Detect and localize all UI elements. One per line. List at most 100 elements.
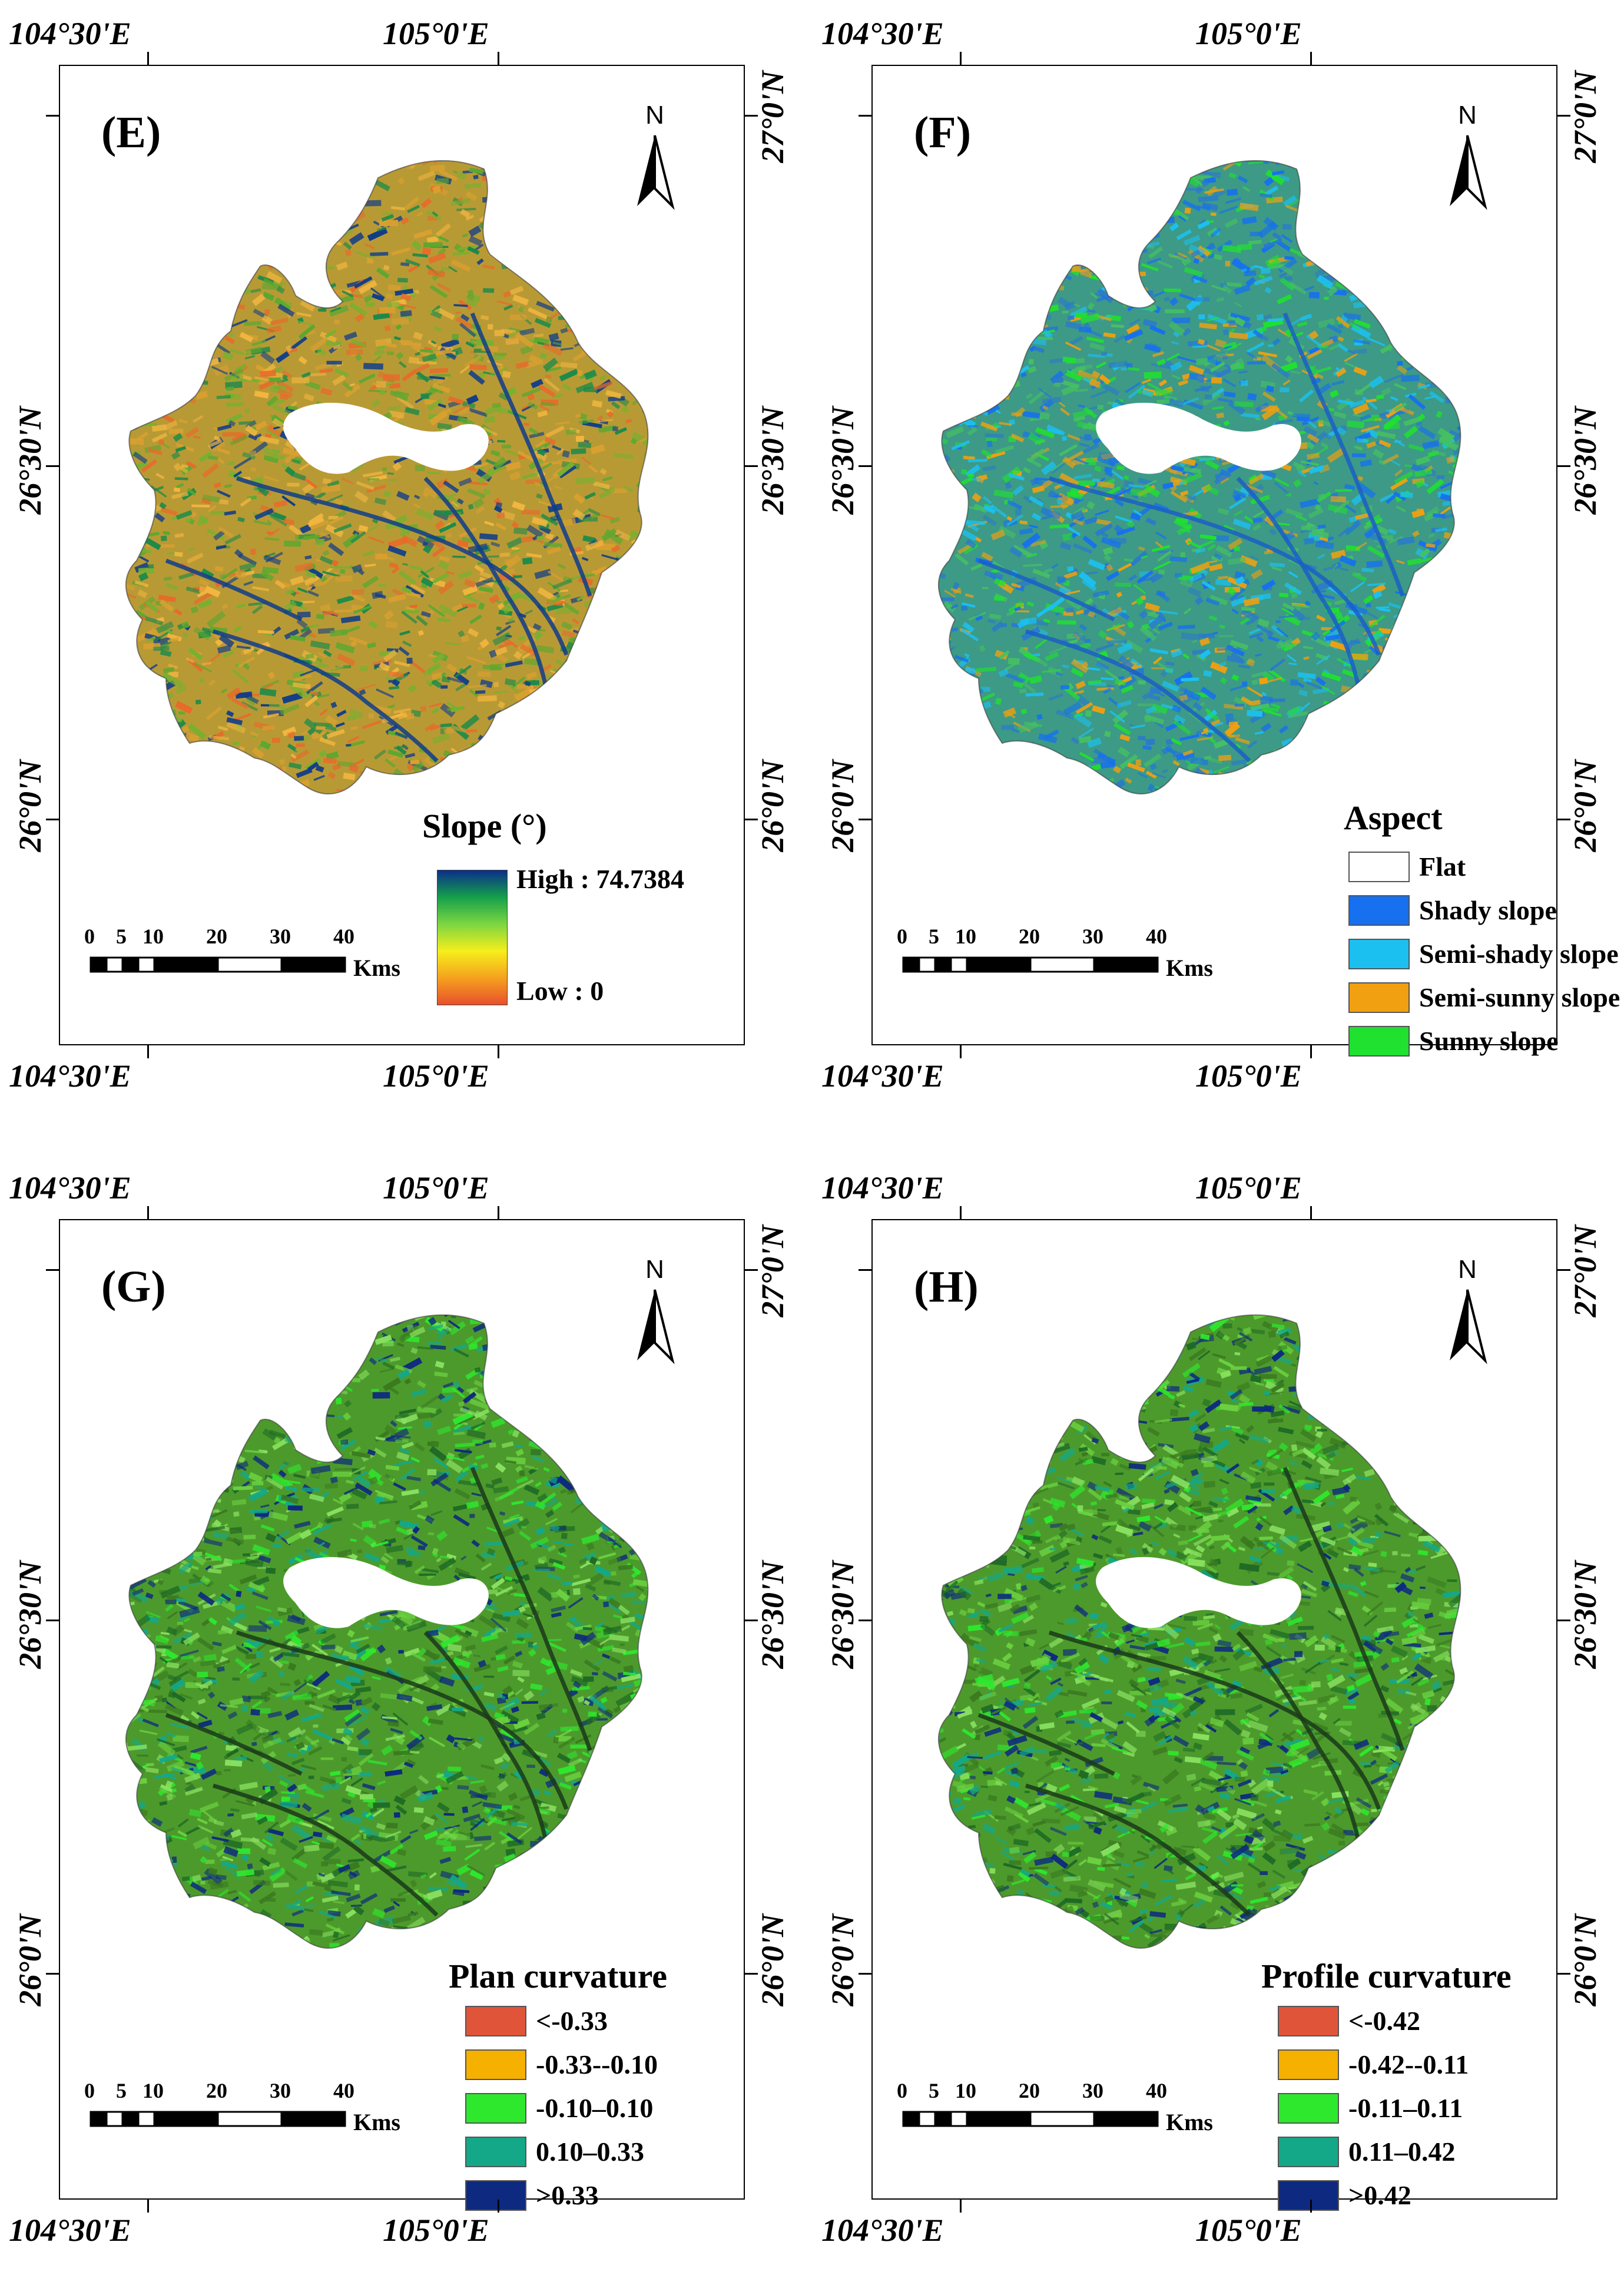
legend-label: >0.33 bbox=[536, 2182, 599, 2209]
frame-tick bbox=[147, 1206, 149, 1219]
frame-tick bbox=[745, 1973, 758, 1975]
legend-swatch bbox=[1278, 2137, 1339, 2167]
legend-item: >0.33 bbox=[465, 2178, 599, 2213]
frame-tick bbox=[745, 465, 758, 467]
lon-label-top-left: 104°30'E bbox=[821, 1172, 944, 1204]
legend-item: <-0.33 bbox=[465, 2003, 608, 2039]
frame-tick bbox=[745, 819, 758, 820]
legend-swatch bbox=[1278, 2180, 1339, 2211]
scale-bar-label: 40 bbox=[333, 2080, 354, 2101]
lon-label-top-right: 105°0'E bbox=[1195, 18, 1302, 49]
frame-tick bbox=[46, 1620, 59, 1621]
lon-label-bottom-right: 105°0'E bbox=[383, 2214, 489, 2246]
lat-label-left-bottom: 26°0'N bbox=[827, 760, 859, 852]
frame-tick bbox=[147, 1045, 149, 1058]
lat-label-left-bottom: 26°0'N bbox=[14, 760, 46, 852]
scale-bar-label: 10 bbox=[142, 2080, 164, 2101]
lat-label-right-bottom: 26°0'N bbox=[1569, 760, 1601, 852]
legend-label: <-0.33 bbox=[536, 2008, 608, 2035]
scale-bar-graphic bbox=[90, 955, 349, 974]
north-arrow-icon: N bbox=[1441, 100, 1494, 212]
frame-tick bbox=[147, 2200, 149, 2213]
scale-bar-label: 5 bbox=[929, 926, 939, 947]
legend-label: Sunny slope bbox=[1419, 1028, 1559, 1055]
legend-swatch bbox=[465, 2093, 526, 2124]
frame-tick bbox=[859, 1620, 871, 1621]
scale-bar-label: 5 bbox=[116, 926, 127, 947]
frame-tick bbox=[859, 465, 871, 467]
lon-label-top-left: 104°30'E bbox=[9, 18, 131, 49]
lat-label-left-mid: 26°30'N bbox=[14, 1561, 46, 1669]
lon-label-bottom-left: 104°30'E bbox=[821, 1060, 944, 1092]
frame-tick bbox=[859, 1973, 871, 1975]
scale-bar-label: 40 bbox=[1146, 926, 1167, 947]
legend-label: >0.42 bbox=[1348, 2182, 1411, 2209]
slope-color-ramp bbox=[437, 870, 508, 1005]
lat-label-left-bottom: 26°0'N bbox=[827, 1914, 859, 2006]
scale-bar-label: 30 bbox=[1082, 926, 1103, 947]
scale-bar-label: 0 bbox=[84, 926, 95, 947]
legend-title: Slope (°) bbox=[422, 809, 547, 843]
legend-swatch bbox=[1278, 2049, 1339, 2080]
legend-item: >0.42 bbox=[1278, 2178, 1411, 2213]
legend-swatch bbox=[465, 2137, 526, 2167]
frame-tick bbox=[498, 2200, 499, 2213]
legend-item: <-0.42 bbox=[1278, 2003, 1420, 2039]
frame-tick bbox=[745, 1269, 758, 1271]
scale-bar-label: 5 bbox=[929, 2080, 939, 2101]
terrain-map bbox=[60, 66, 746, 1047]
lon-label-top-left: 104°30'E bbox=[821, 18, 944, 49]
scale-bar-label: 20 bbox=[1019, 2080, 1040, 2101]
frame-tick bbox=[1557, 115, 1570, 117]
legend-item: -0.42--0.11 bbox=[1278, 2047, 1469, 2082]
scale-bar-graphic bbox=[902, 955, 1161, 974]
frame-tick bbox=[1557, 465, 1570, 467]
frame-tick bbox=[1557, 1620, 1570, 1621]
legend-swatch bbox=[1278, 2093, 1339, 2124]
legend-swatch bbox=[1278, 2006, 1339, 2036]
frame-tick bbox=[960, 1045, 962, 1058]
scale-bar-label: 30 bbox=[1082, 2080, 1103, 2101]
legend-item: -0.11–0.11 bbox=[1278, 2091, 1463, 2126]
lat-label-right-top: 27°0'N bbox=[757, 1225, 788, 1317]
frame-tick bbox=[960, 52, 962, 65]
scale-bar-unit: Kms bbox=[1166, 956, 1213, 980]
frame-tick bbox=[745, 115, 758, 117]
legend-swatch bbox=[465, 2006, 526, 2036]
frame-tick bbox=[46, 1973, 59, 1975]
legend-item: Semi-sunny slope bbox=[1348, 980, 1620, 1015]
lat-label-right-top: 27°0'N bbox=[1569, 1225, 1601, 1317]
frame-tick bbox=[46, 1269, 59, 1271]
panel-label: (F) bbox=[914, 110, 971, 155]
frame-tick bbox=[498, 1206, 499, 1219]
lat-label-left-mid: 26°30'N bbox=[14, 406, 46, 515]
scale-bar-unit: Kms bbox=[353, 956, 400, 980]
frame-tick bbox=[1557, 1973, 1570, 1975]
frame-tick bbox=[1310, 52, 1312, 65]
legend-item: 0.11–0.42 bbox=[1278, 2134, 1455, 2170]
legend-item: Semi-shady slope bbox=[1348, 936, 1619, 972]
legend-title: Plan curvature bbox=[449, 1959, 667, 1993]
frame-tick bbox=[46, 819, 59, 820]
lat-label-right-bottom: 26°0'N bbox=[757, 760, 788, 852]
legend-label: 0.10–0.33 bbox=[536, 2138, 644, 2165]
lat-label-left-mid: 26°30'N bbox=[827, 406, 859, 515]
lon-label-top-right: 105°0'E bbox=[383, 1172, 489, 1204]
lon-label-bottom-left: 104°30'E bbox=[821, 2214, 944, 2246]
legend-title: Profile curvature bbox=[1261, 1959, 1512, 1993]
lat-label-right-bottom: 26°0'N bbox=[1569, 1914, 1601, 2006]
lat-label-right-mid: 26°30'N bbox=[1569, 1561, 1601, 1669]
lat-label-right-mid: 26°30'N bbox=[757, 1561, 788, 1669]
frame-tick bbox=[1557, 1269, 1570, 1271]
scale-bar-label: 40 bbox=[333, 926, 354, 947]
lat-label-right-bottom: 26°0'N bbox=[757, 1914, 788, 2006]
lon-label-bottom-right: 105°0'E bbox=[383, 1060, 489, 1092]
legend-high-label: High : 74.7384 bbox=[516, 866, 684, 893]
frame-tick bbox=[960, 2200, 962, 2213]
